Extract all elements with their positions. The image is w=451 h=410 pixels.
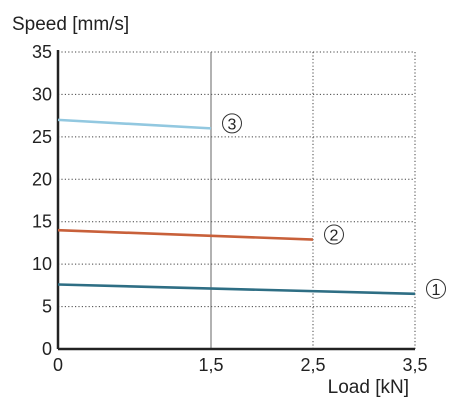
series-line — [57, 118, 212, 130]
series-marker-label: 1 — [432, 282, 441, 299]
series-markers: 1 2 3 — [222, 113, 446, 299]
series-marker-label: 2 — [330, 228, 339, 245]
series-line — [57, 283, 416, 296]
x-axis-label: Load [kN] — [328, 377, 409, 398]
axes — [56, 50, 415, 351]
y-tick-label: 0 — [42, 339, 52, 359]
x-tick-label: 2,5 — [300, 355, 325, 375]
y-tick-label: 35 — [32, 42, 52, 62]
y-tick-label: 5 — [42, 297, 52, 317]
series-marker-circle — [426, 278, 446, 299]
x-tick-label: 0 — [53, 355, 63, 375]
x-tick-label: 1,5 — [198, 355, 223, 375]
series-marker-label: 3 — [228, 116, 237, 133]
y-tick-label: 15 — [32, 212, 52, 232]
y-tick-label: 25 — [32, 127, 52, 147]
series-marker-circle — [324, 224, 344, 245]
y-tick-label: 30 — [32, 84, 52, 104]
series-lines — [57, 118, 416, 296]
tick-labels: 0 5 10 15 20 25 30 35 0 1,5 2,5 3,5 — [32, 42, 428, 375]
series-marker-circle — [222, 113, 242, 134]
grid — [58, 51, 416, 349]
y-tick-label: 10 — [32, 254, 52, 274]
y-axis-label: Speed [mm/s] — [12, 14, 129, 35]
series-line — [57, 228, 314, 241]
x-tick-label: 3,5 — [402, 355, 427, 375]
y-tick-label: 20 — [32, 169, 52, 189]
